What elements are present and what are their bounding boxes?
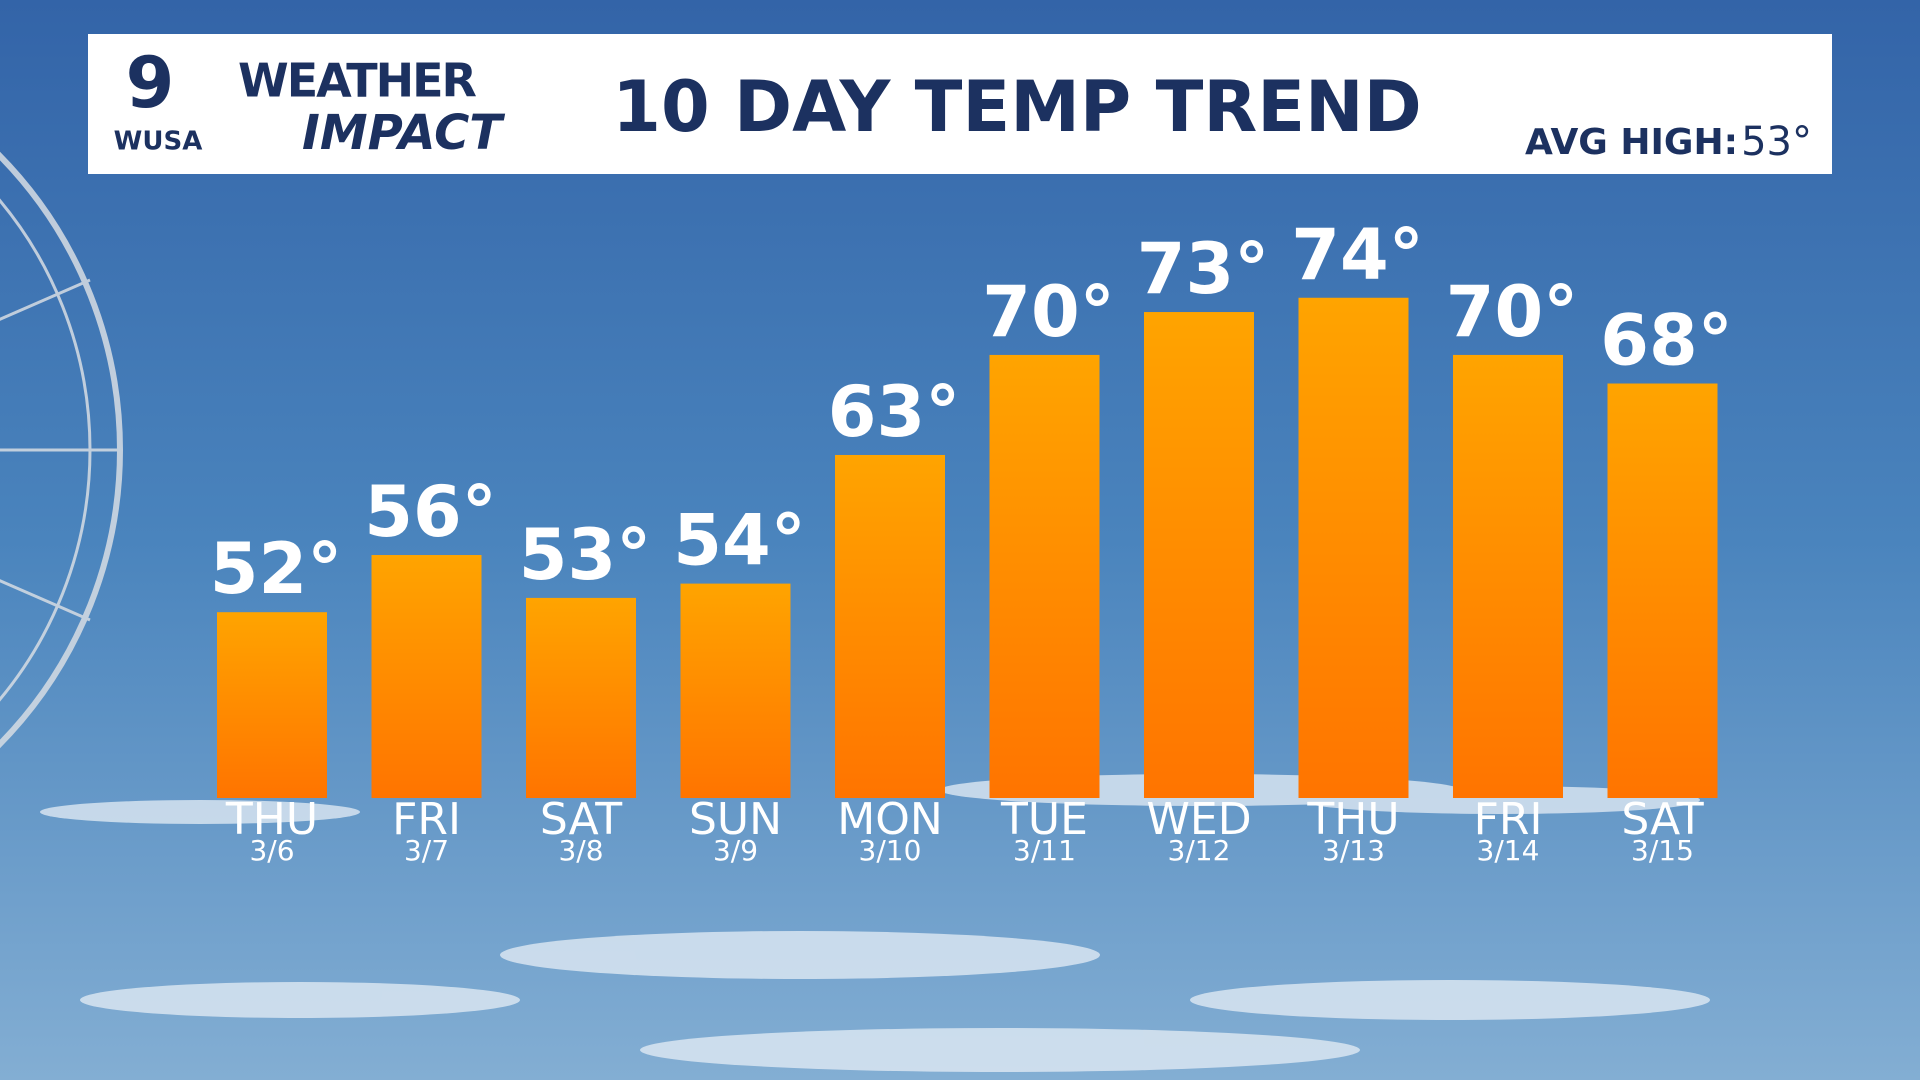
date-label: 3/8 [558,834,603,867]
value-label: 73° [1137,228,1269,310]
date-label: 3/13 [1322,834,1385,867]
bar [526,597,636,798]
date-label: 3/12 [1168,834,1231,867]
date-label: 3/10 [859,834,922,867]
value-label: 70° [1446,271,1578,353]
bar [371,555,482,798]
date-label: 3/14 [1477,834,1540,867]
day-label: THU [225,794,318,845]
bar [680,583,791,798]
day-label: MON [837,794,943,845]
bar [1298,297,1409,798]
ferris-wheel [0,151,123,749]
logo-number: 9 [126,42,175,124]
day-label: THU [1306,794,1399,845]
value-label: 53° [519,514,651,596]
bar [835,454,945,798]
brand-bottom: IMPACT [302,105,505,161]
date-label: 3/9 [713,834,758,867]
day-label: SUN [689,794,782,845]
avg-value: 53° [1741,119,1812,165]
value-label: 63° [828,371,960,453]
value-label: 52° [210,528,342,610]
day-label: TUE [1000,794,1088,845]
value-label: 54° [673,500,805,582]
chart-title: 10 DAY TEMP TREND [612,66,1421,148]
date-label: 3/7 [404,834,449,867]
value-label: 70° [982,271,1114,353]
brand-top: WEATHER [238,54,476,108]
header-box [88,34,1832,174]
bar [1607,383,1718,798]
date-label: 3/11 [1013,834,1076,867]
value-label: 56° [364,471,496,553]
logo-station: WUSA [114,127,203,157]
value-label: 68° [1600,300,1732,382]
day-label: SAT [540,794,622,845]
day-label: FRI [392,794,461,845]
bar [989,354,1100,798]
day-label: SAT [1621,794,1703,845]
day-label: FRI [1474,794,1543,845]
day-label: WED [1146,794,1251,845]
date-label: 3/6 [249,834,294,867]
date-label: 3/15 [1631,834,1694,867]
bar [1453,354,1563,798]
bar [217,612,327,798]
value-label: 74° [1291,214,1423,296]
bar [1144,312,1254,798]
avg-label: AVG HIGH: [1525,122,1738,163]
